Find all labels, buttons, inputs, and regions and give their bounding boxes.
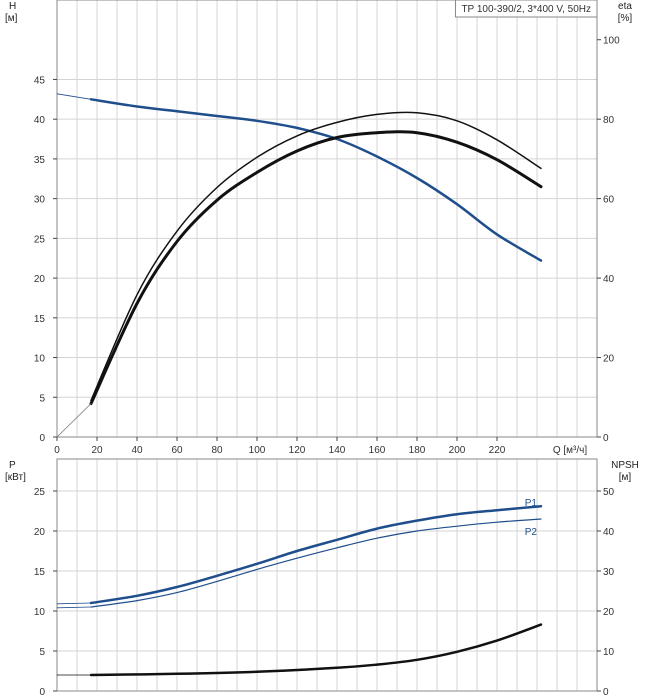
left-tick-label: 35	[34, 155, 46, 166]
right-tick-label: 50	[603, 487, 615, 498]
left-tick-label: 20	[34, 274, 46, 285]
x-tick-label: 40	[131, 445, 143, 456]
series-line	[89, 130, 543, 406]
right-tick-label: 0	[603, 687, 609, 698]
right-axis-title: eta	[618, 1, 632, 12]
left-tick-label: 25	[34, 487, 46, 498]
right-axis-title: NPSH	[611, 460, 639, 471]
right-tick-label: 20	[603, 354, 615, 365]
x-tick-label: 60	[171, 445, 183, 456]
series-line-p2	[90, 518, 542, 608]
series-line	[56, 602, 92, 605]
left-tick-label: 40	[34, 115, 46, 126]
left-tick-label: 5	[39, 647, 45, 658]
curve-label: P1	[525, 498, 538, 509]
right-tick-label: 10	[603, 647, 615, 658]
left-tick-label: 0	[39, 433, 45, 444]
left-tick-label: 45	[34, 75, 46, 86]
left-tick-label: 15	[34, 314, 46, 325]
series-line	[89, 98, 543, 262]
x-tick-label: 200	[449, 445, 466, 456]
right-tick-label: 40	[603, 274, 615, 285]
series-line	[56, 93, 92, 100]
x-axis-title: Q [м³/ч]	[553, 445, 588, 456]
right-tick-label: 100	[603, 36, 620, 47]
right-axis-unit: [м]	[619, 472, 632, 483]
left-axis-title: H	[9, 1, 16, 12]
right-tick-label: 20	[603, 607, 615, 618]
left-tick-label: 10	[34, 607, 46, 618]
x-tick-label: 20	[91, 445, 103, 456]
left-tick-label: 30	[34, 195, 46, 206]
curve-label: P2	[525, 527, 538, 538]
x-tick-label: 80	[211, 445, 223, 456]
plot-frame	[56, 0, 598, 438]
x-tick-label: 180	[409, 445, 426, 456]
x-tick-label: 160	[369, 445, 386, 456]
plot-frame	[56, 458, 598, 692]
series-line	[89, 623, 543, 677]
right-tick-label: 80	[603, 115, 615, 126]
left-tick-label: 15	[34, 567, 46, 578]
left-tick-label: 10	[34, 354, 46, 365]
right-axis-unit: [%]	[618, 13, 633, 24]
left-axis-unit: [кВт]	[5, 472, 26, 483]
left-tick-label: 20	[34, 527, 46, 538]
right-tick-label: 0	[603, 433, 609, 444]
legend-box	[454, 0, 598, 18]
x-tick-label: 220	[489, 445, 506, 456]
left-axis-unit: [м]	[5, 13, 18, 24]
left-tick-label: 5	[39, 393, 45, 404]
left-tick-label: 25	[34, 234, 46, 245]
right-tick-label: 60	[603, 195, 615, 206]
left-axis-title: P	[9, 460, 16, 471]
right-tick-label: 30	[603, 567, 615, 578]
series-line	[56, 403, 92, 438]
left-tick-label: 0	[39, 687, 45, 698]
legend-box-text: TP 100-390/2, 3*400 V, 50Hz	[461, 4, 591, 15]
series-line-p1	[89, 504, 543, 605]
series-line	[56, 606, 92, 609]
x-tick-label: 120	[289, 445, 306, 456]
series-line	[90, 111, 542, 402]
x-tick-label: 140	[329, 445, 346, 456]
x-tick-label: 0	[54, 445, 60, 456]
x-tick-label: 100	[249, 445, 266, 456]
right-tick-label: 40	[603, 527, 615, 538]
